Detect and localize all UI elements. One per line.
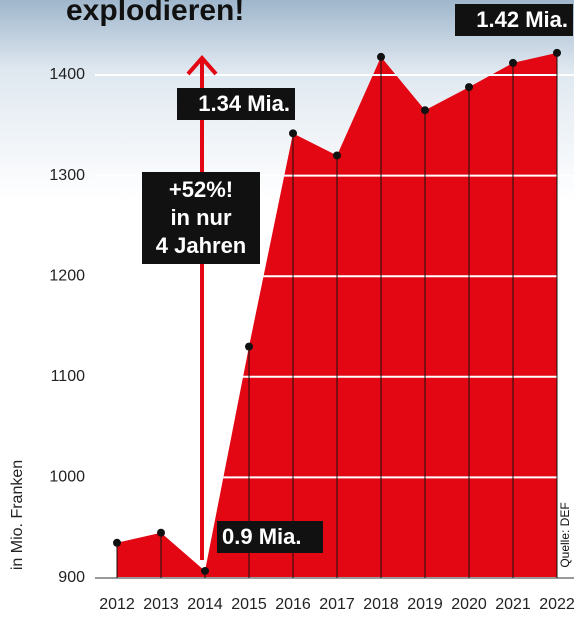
data-point xyxy=(465,83,473,91)
x-tick-label: 2013 xyxy=(143,596,179,613)
annotation: in nur xyxy=(170,205,232,230)
x-tick-label: 2020 xyxy=(451,596,487,613)
y-axis-label: in Mio. Franken xyxy=(9,460,26,570)
x-tick-label: 2021 xyxy=(495,596,531,613)
annotation: 4 Jahren xyxy=(156,233,247,258)
y-tick-label: 1300 xyxy=(49,167,85,184)
data-point xyxy=(245,343,253,351)
value-label: 1.42 Mia. xyxy=(476,7,568,32)
source: Quelle: DEF xyxy=(558,502,572,567)
data-point xyxy=(201,567,209,575)
annotation: +52%! xyxy=(169,177,233,202)
y-tick-label: 1400 xyxy=(49,66,85,83)
data-point xyxy=(289,129,297,137)
x-tick-label: 2012 xyxy=(99,596,135,613)
value-label: 0.9 Mia. xyxy=(222,524,301,549)
data-point xyxy=(157,529,165,537)
x-tick-label: 2015 xyxy=(231,596,267,613)
x-tick-label: 2019 xyxy=(407,596,443,613)
y-tick-label: 1200 xyxy=(49,267,85,284)
data-point xyxy=(553,49,561,57)
data-point xyxy=(509,59,517,67)
x-tick-label: 2018 xyxy=(363,596,399,613)
x-tick-label: 2014 xyxy=(187,596,223,613)
data-point xyxy=(333,151,341,159)
data-point xyxy=(113,539,121,547)
chart-title: explodieren! xyxy=(66,0,244,27)
x-tick-label: 2016 xyxy=(275,596,311,613)
y-tick-label: 900 xyxy=(58,569,85,586)
x-tick-label: 2017 xyxy=(319,596,355,613)
data-point xyxy=(421,106,429,114)
chart: explodieren! 900 1000 1100 1200 1300 1400 2012… xyxy=(0,0,574,617)
x-tick-label: 2022 xyxy=(539,596,574,613)
data-point xyxy=(377,53,385,61)
y-tick-label: 1100 xyxy=(51,368,86,385)
value-label: 1.34 Mia. xyxy=(198,91,290,116)
y-tick-label: 1000 xyxy=(49,469,85,486)
